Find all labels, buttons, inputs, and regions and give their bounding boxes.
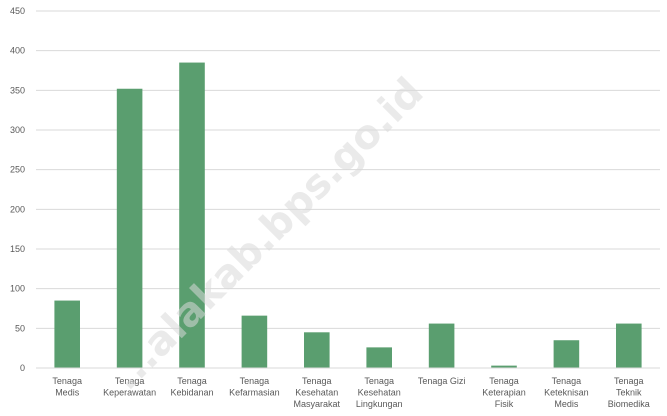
bar (116, 88, 143, 368)
y-axis: 0 50 100 150 200 250 300 350 400 450 (10, 6, 25, 373)
y-tick-label: 300 (10, 125, 25, 135)
x-tick-label: Tenaga Keterapian Fisik (482, 376, 526, 409)
bar (428, 323, 455, 368)
x-tick-label: Tenaga Kesehatan Masyarakat (294, 376, 341, 409)
y-tick-label: 450 (10, 6, 25, 16)
y-tick-label: 50 (15, 323, 25, 333)
x-tick-label: Tenaga Keperawatan (103, 376, 156, 398)
y-tick-label: 0 (20, 363, 25, 373)
y-tick-label: 150 (10, 244, 25, 254)
bar (553, 340, 580, 368)
y-tick-label: 250 (10, 165, 25, 175)
x-tick-label: Tenaga Kesehatan Lingkungan (356, 376, 403, 409)
y-tick-label: 400 (10, 46, 25, 56)
x-tick-label: Tenaga Teknik Biomedika (608, 376, 650, 409)
x-tick-label: Tenaga Gizi (418, 376, 466, 386)
x-tick-label: Tenaga Keteknisan Medis (544, 376, 589, 409)
y-tick-label: 200 (10, 204, 25, 214)
bars (54, 62, 642, 369)
bar (54, 300, 80, 368)
bar (179, 62, 205, 369)
y-tick-label: 350 (10, 85, 25, 95)
x-tick-label: Tenaga Medis (52, 376, 82, 398)
bar (491, 365, 517, 368)
bar (241, 315, 268, 368)
bar (304, 332, 330, 368)
bar (616, 323, 642, 368)
y-tick-label: 100 (10, 284, 25, 294)
bar (366, 347, 392, 368)
x-axis: Tenaga Medis Tenaga Keperawatan Tenaga Kebida… (52, 376, 649, 409)
x-tick-label: Tenaga Kebidanan (170, 376, 213, 398)
x-tick-label: Tenaga Kefarmasian (229, 376, 280, 398)
